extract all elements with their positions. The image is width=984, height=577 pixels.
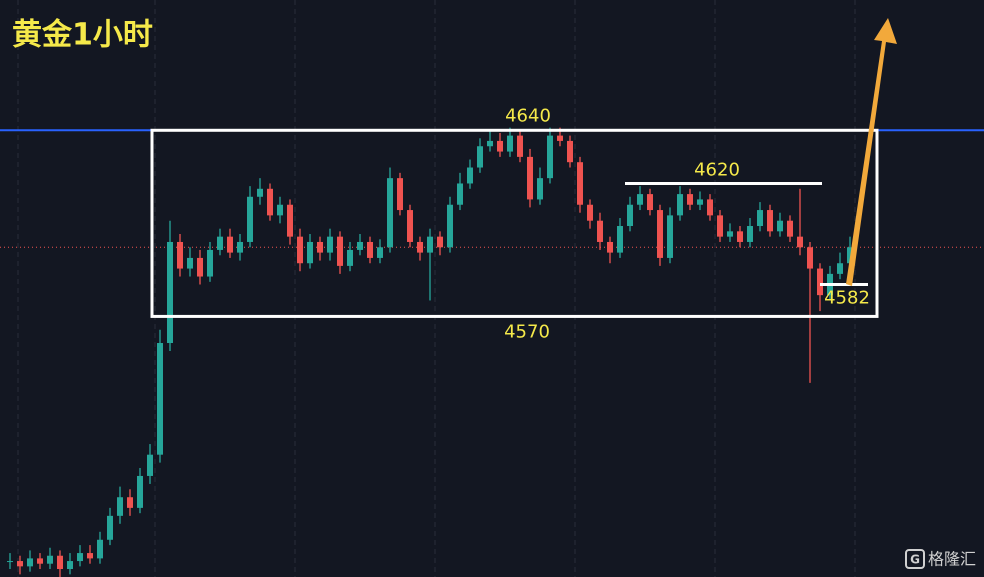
- candle-body: [607, 241, 613, 253]
- candle-body: [647, 194, 653, 211]
- candle-body: [527, 156, 533, 200]
- candle-body: [347, 249, 353, 266]
- candle-body: [217, 236, 223, 250]
- candle-body: [487, 140, 493, 147]
- candle-body: [267, 188, 273, 216]
- candle-body: [787, 220, 793, 237]
- candle-body: [477, 146, 483, 168]
- candle-body: [547, 135, 553, 179]
- candle-body: [747, 226, 753, 242]
- candle-body: [457, 183, 463, 205]
- candle-body: [207, 249, 213, 277]
- candle-body: [317, 241, 323, 253]
- candle-body: [337, 236, 343, 266]
- annotation-label: 4640: [505, 105, 551, 126]
- range-box: [150, 128, 879, 318]
- candle-body: [377, 247, 383, 258]
- candle-body: [97, 539, 103, 559]
- candle-body: [587, 204, 593, 221]
- arrow: [846, 18, 897, 286]
- candle-body: [367, 241, 373, 258]
- watermark: G 格隆汇: [905, 549, 976, 569]
- candle-body: [27, 558, 33, 567]
- candle-body: [687, 194, 693, 205]
- annotation-label: 4620: [694, 159, 740, 180]
- candle-body: [667, 215, 673, 258]
- candle-body: [187, 257, 193, 269]
- candle-body: [87, 553, 93, 559]
- candle-body: [847, 247, 853, 264]
- candle-body: [517, 135, 523, 157]
- candle-body: [537, 178, 543, 200]
- candle-body: [467, 167, 473, 184]
- candle-body: [157, 343, 163, 455]
- candle-body: [727, 231, 733, 237]
- candle-body: [437, 236, 443, 248]
- candle-body: [387, 178, 393, 248]
- candle-body: [427, 236, 433, 253]
- candle-body: [117, 497, 123, 516]
- candle-body: [147, 454, 153, 476]
- candle-body: [567, 140, 573, 163]
- candle-body: [717, 215, 723, 237]
- annotations: 4640 4620 4570 4582: [150, 105, 879, 342]
- candle-body: [57, 555, 63, 570]
- candle-body: [767, 210, 773, 232]
- svg-text:G: G: [910, 553, 920, 567]
- candle-body: [167, 241, 173, 344]
- candle-body: [327, 236, 333, 253]
- candle-body: [677, 194, 683, 216]
- candle-body: [627, 204, 633, 227]
- candle-body: [7, 561, 13, 563]
- candle-body: [137, 475, 143, 508]
- candle-body: [507, 135, 513, 152]
- candle-body: [797, 236, 803, 248]
- candle-body: [297, 236, 303, 264]
- candle-body: [127, 497, 133, 508]
- candle-body: [757, 210, 763, 227]
- candle-body: [177, 241, 183, 269]
- candle-body: [637, 194, 643, 205]
- candle-body: [397, 178, 403, 211]
- candle-body: [237, 241, 243, 253]
- annotation-label: 4582: [824, 288, 870, 309]
- candle-body: [557, 135, 563, 141]
- candle-body: [837, 263, 843, 274]
- candle-body: [37, 558, 43, 564]
- candle-body: [737, 231, 743, 242]
- candle-body: [407, 210, 413, 242]
- candle-body: [417, 241, 423, 253]
- chart-title: 黄金1小时: [12, 18, 153, 53]
- candle-body: [67, 561, 73, 570]
- candle-body: [17, 561, 23, 567]
- candle-body: [257, 188, 263, 197]
- candle-body: [707, 199, 713, 216]
- candle-body: [617, 226, 623, 253]
- candle-body: [277, 204, 283, 216]
- candle-body: [47, 555, 53, 564]
- candle-body: [307, 241, 313, 264]
- candle-body: [197, 257, 203, 277]
- candle-body: [657, 210, 663, 258]
- candle-body: [77, 553, 83, 562]
- candle-body: [807, 247, 813, 269]
- candle-body: [247, 196, 253, 242]
- candle-body: [107, 515, 113, 540]
- candle-body: [697, 199, 703, 205]
- candle-body: [357, 241, 363, 250]
- candle-body: [817, 268, 823, 296]
- vertical-grid: [17, 0, 856, 577]
- candle-body: [497, 140, 503, 152]
- candle-body: [777, 220, 783, 232]
- candle-body: [597, 220, 603, 242]
- annotation-label: 4570: [504, 321, 550, 342]
- watermark-text: 格隆汇: [928, 550, 976, 569]
- candle-body: [577, 162, 583, 205]
- candle-body: [447, 204, 453, 248]
- candle-body: [287, 204, 293, 237]
- candle-body: [227, 236, 233, 253]
